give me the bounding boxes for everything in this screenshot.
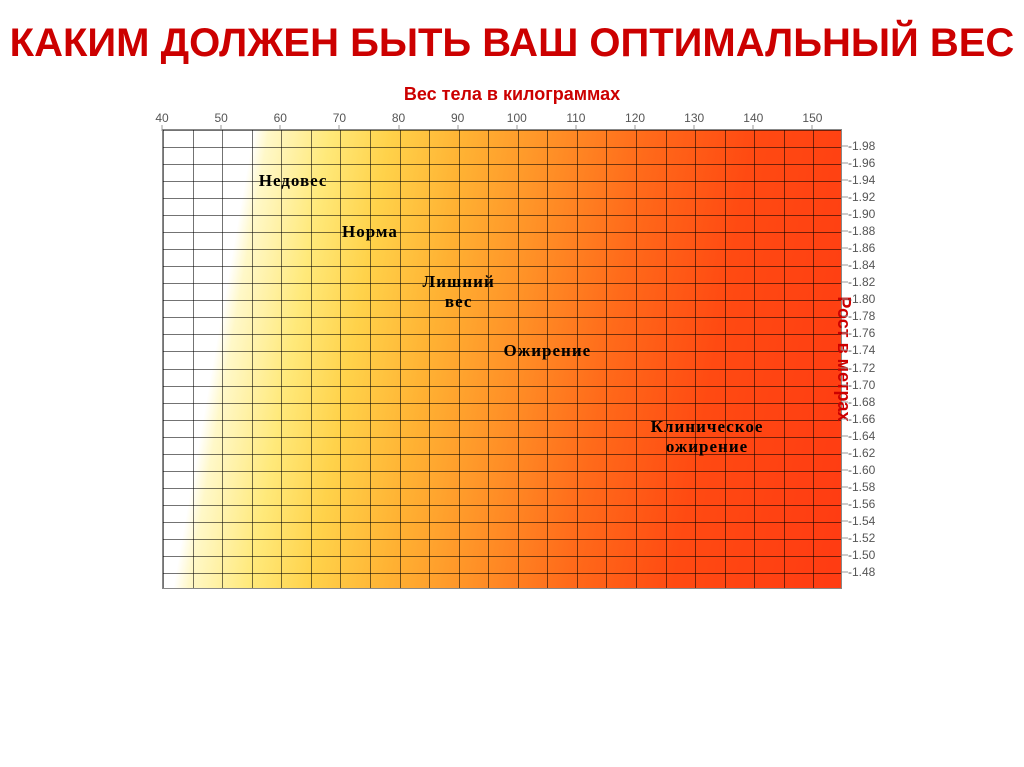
y-tick-label: -1.52: [848, 531, 875, 545]
x-tick-label: 120: [625, 111, 645, 125]
x-tick-label: 40: [155, 111, 168, 125]
x-tick-label: 130: [684, 111, 704, 125]
y-tick-label: -1.62: [848, 446, 875, 460]
y-tick-mark: [842, 554, 848, 555]
x-tick-label: 140: [743, 111, 763, 125]
x-tick-label: 110: [566, 111, 585, 125]
y-tick-mark: [842, 163, 848, 164]
y-tick-label: -1.56: [848, 497, 875, 511]
y-tick-mark: [842, 231, 848, 232]
y-tick-label: -1.76: [848, 326, 875, 340]
x-tick-label: 70: [333, 111, 346, 125]
bmi-gradient: [163, 130, 841, 588]
y-tick-mark: [842, 537, 848, 538]
y-tick-label: -1.82: [848, 275, 875, 289]
page: КАКИМ ДОЛЖЕН БЫТЬ ВАШ ОПТИМАЛЬНЫЙ ВЕС Ве…: [0, 0, 1024, 767]
y-tick-mark: [842, 452, 848, 453]
y-tick-mark: [842, 486, 848, 487]
zone-label: Лишний вес: [423, 272, 495, 312]
x-tick-label: 90: [451, 111, 464, 125]
x-tick-label: 60: [274, 111, 287, 125]
y-tick-mark: [842, 469, 848, 470]
y-tick-mark: [842, 333, 848, 334]
y-tick-mark: [842, 418, 848, 419]
y-tick-label: -1.78: [848, 309, 875, 323]
y-tick-mark: [842, 214, 848, 215]
y-tick-mark: [842, 265, 848, 266]
y-tick-label: -1.64: [848, 429, 875, 443]
y-tick-mark: [842, 435, 848, 436]
zone-label: Ожирение: [504, 341, 592, 361]
y-tick-mark: [842, 401, 848, 402]
y-tick-mark: [842, 367, 848, 368]
y-tick-label: -1.94: [848, 173, 875, 187]
y-tick-mark: [842, 503, 848, 504]
y-tick-mark: [842, 384, 848, 385]
x-tick-label: 150: [802, 111, 822, 125]
y-tick-mark: [842, 520, 848, 521]
y-axis: Рост в метрах -1.98-1.96-1.94-1.92-1.90-…: [842, 129, 892, 589]
page-title: КАКИМ ДОЛЖЕН БЫТЬ ВАШ ОПТИМАЛЬНЫЙ ВЕС: [0, 20, 1024, 66]
x-tick-label: 100: [507, 111, 527, 125]
x-axis-title: Вес тела в килограммах: [112, 84, 912, 105]
x-tick-label: 50: [214, 111, 227, 125]
y-tick-label: -1.58: [848, 480, 875, 494]
y-tick-label: -1.68: [848, 395, 875, 409]
zone-label: Клиническое ожирение: [651, 417, 764, 457]
y-tick-mark: [842, 180, 848, 181]
bmi-chart: Вес тела в килограммах 40 50 60 70 80 90 100 11…: [112, 84, 912, 589]
y-tick-mark: [842, 248, 848, 249]
y-tick-label: -1.90: [848, 207, 875, 221]
y-tick-mark: [842, 146, 848, 147]
y-tick-label: -1.74: [848, 343, 875, 357]
y-tick-mark: [842, 282, 848, 283]
y-tick-label: -1.96: [848, 156, 875, 170]
y-tick-label: -1.50: [848, 548, 875, 562]
y-tick-mark: [842, 197, 848, 198]
x-axis: 405060708090100110120130140150: [162, 111, 842, 129]
left-gutter: [112, 129, 162, 589]
plot-area: Недовес Норма Лишний вес Ожирение Клиническо…: [162, 129, 842, 589]
y-tick-mark: [842, 299, 848, 300]
y-tick-mark: [842, 316, 848, 317]
plot-row: Недовес Норма Лишний вес Ожирение Клиническо…: [112, 129, 912, 589]
y-tick-mark: [842, 350, 848, 351]
zone-label: Норма: [342, 222, 398, 242]
y-tick-label: -1.66: [848, 412, 875, 426]
y-tick-label: -1.54: [848, 514, 875, 528]
y-tick-label: -1.88: [848, 224, 875, 238]
zone-label: Недовес: [259, 171, 328, 191]
y-tick-label: -1.84: [848, 258, 875, 272]
y-tick-label: -1.80: [848, 292, 875, 306]
y-tick-label: -1.98: [848, 139, 875, 153]
y-tick-label: -1.92: [848, 190, 875, 204]
y-tick-label: -1.48: [848, 565, 875, 579]
y-tick-label: -1.72: [848, 361, 875, 375]
y-tick-label: -1.70: [848, 378, 875, 392]
y-tick-mark: [842, 571, 848, 572]
y-tick-label: -1.86: [848, 241, 875, 255]
y-tick-label: -1.60: [848, 463, 875, 477]
x-tick-label: 80: [392, 111, 405, 125]
